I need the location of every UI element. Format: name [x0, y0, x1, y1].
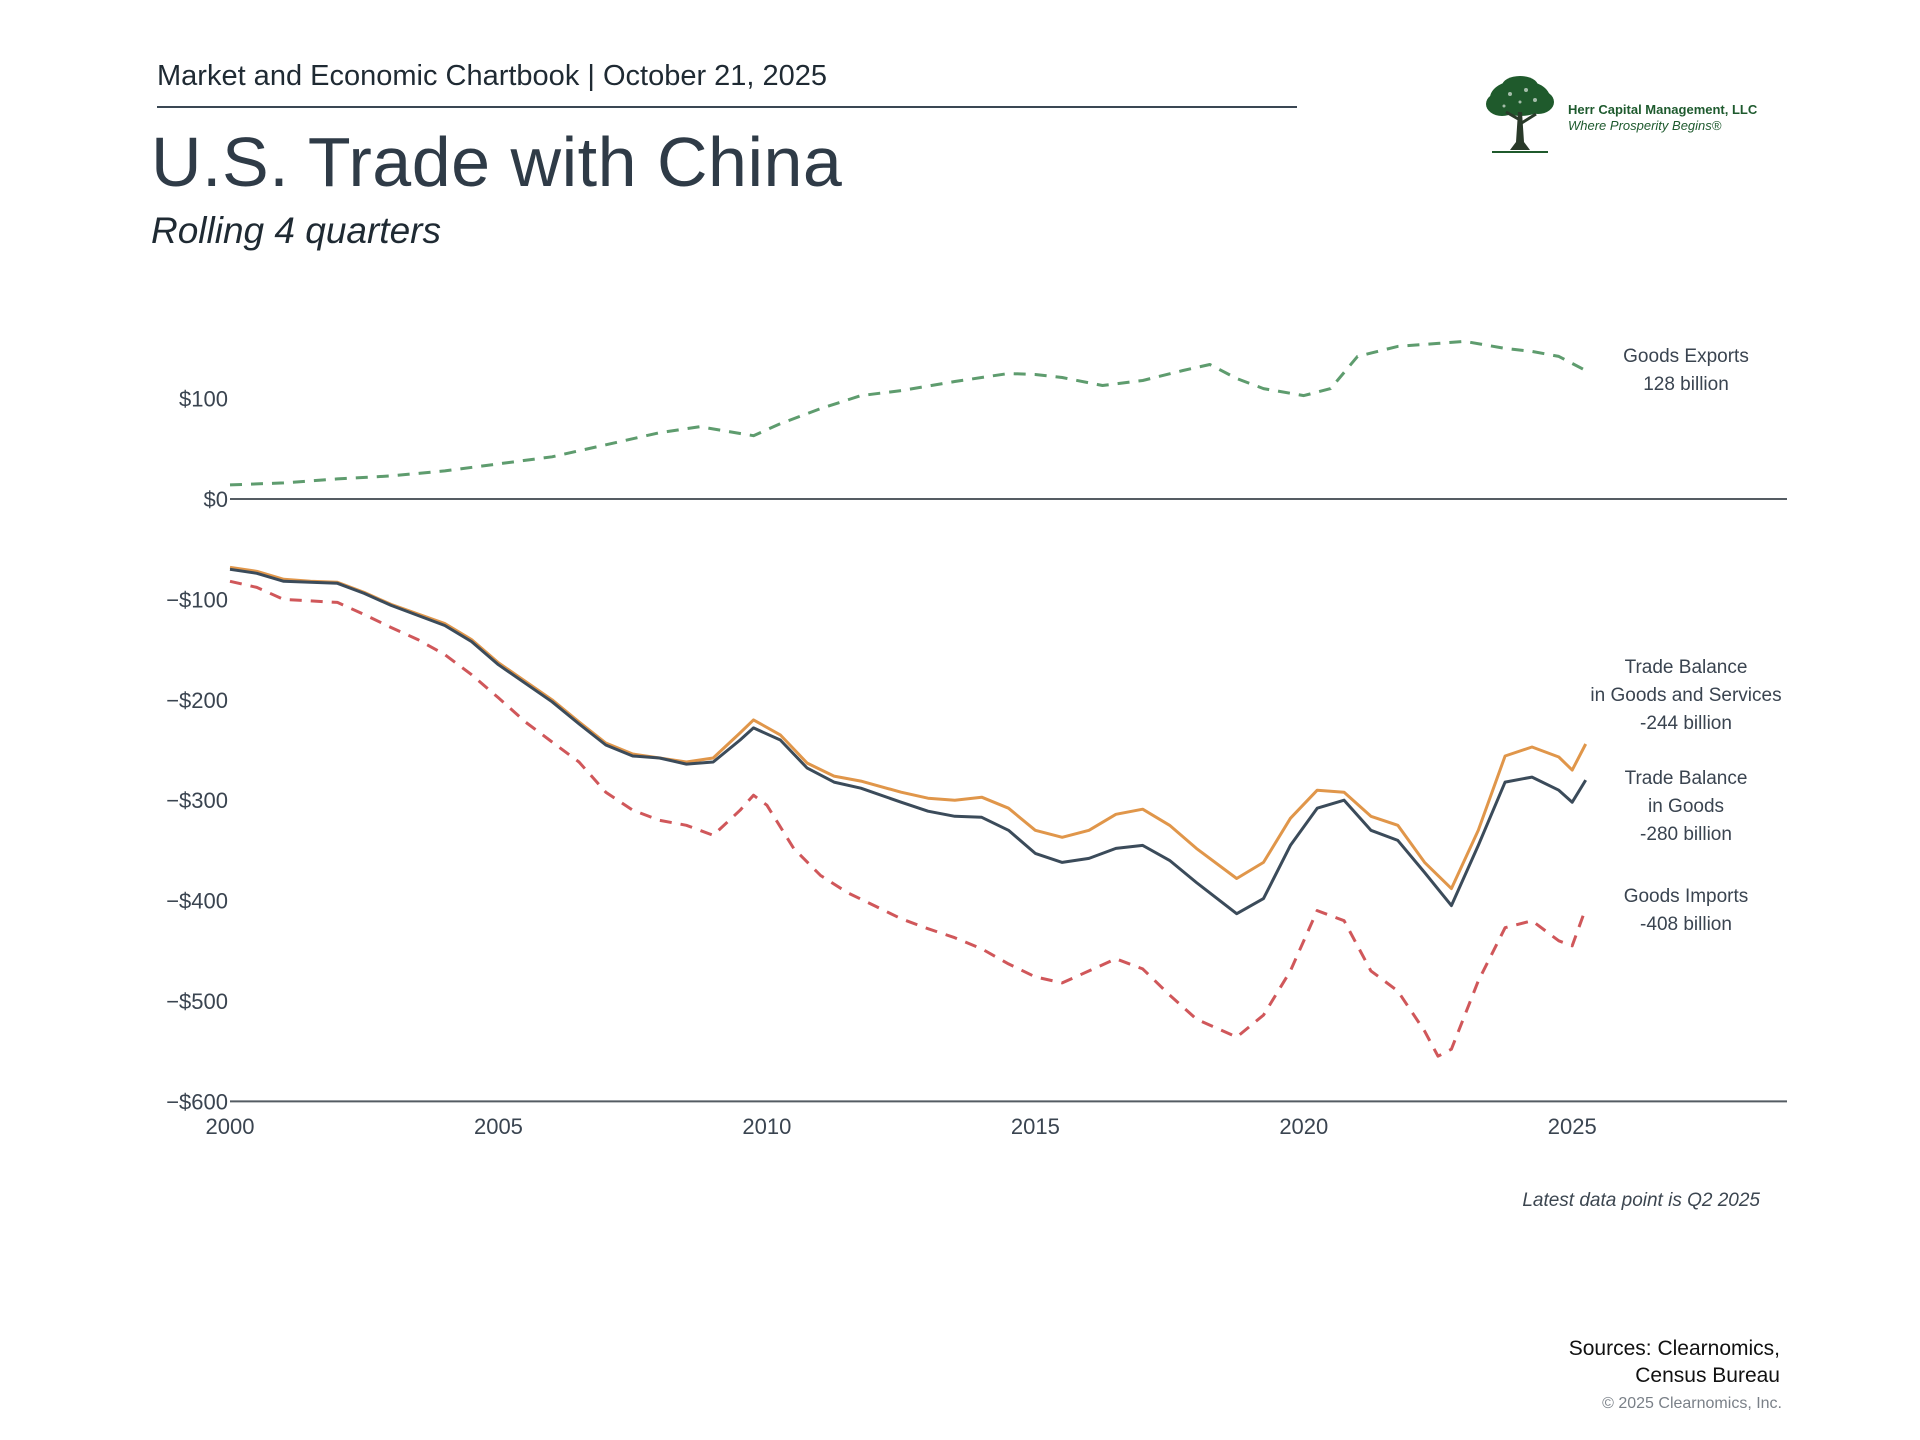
y-tick-label: −$300: [166, 788, 228, 813]
series-label-balance_goods_services: Trade Balance: [1625, 657, 1748, 678]
header-divider: [157, 106, 1297, 108]
x-tick-label: 2025: [1548, 1114, 1597, 1139]
tree-icon: [1486, 76, 1554, 153]
series-label-balance_goods: in Goods: [1648, 796, 1724, 817]
y-tick-label: $100: [179, 387, 228, 412]
x-tick-label: 2005: [474, 1114, 523, 1139]
series-label-balance_goods: Trade Balance: [1625, 768, 1748, 789]
chartbook-header: Market and Economic Chartbook | October …: [157, 60, 828, 92]
x-tick-label: 2015: [1011, 1114, 1060, 1139]
series-line-balance_goods_services: [229, 565, 1588, 891]
series-label-exports: Goods Exports: [1623, 346, 1749, 367]
company-logo: Herr Capital Management, LLC Where Prosp…: [1480, 72, 1780, 162]
sources-line-2: Census Bureau: [1635, 1364, 1780, 1387]
y-tick-label: −$600: [166, 1089, 228, 1114]
logo-company-name: Herr Capital Management, LLC: [1568, 102, 1758, 117]
y-tick-label: $0: [204, 487, 228, 512]
chart-subtitle: Rolling 4 quarters: [151, 210, 441, 251]
copyright: © 2025 Clearnomics, Inc.: [1602, 1395, 1782, 1412]
series-line-exports: [229, 339, 1587, 487]
series-label-exports: 128 billion: [1643, 374, 1729, 395]
series-label-balance_goods_services: in Goods and Services: [1590, 685, 1781, 706]
chart-title: U.S. Trade with China: [151, 123, 843, 201]
sources: Sources: Clearnomics, Census Bureau: [1380, 1335, 1780, 1389]
series-label-balance_goods_services: -244 billion: [1640, 713, 1732, 734]
x-tick-label: 2010: [742, 1114, 791, 1139]
y-tick-label: −$500: [166, 989, 228, 1014]
latest-data-note: Latest data point is Q2 2025: [1522, 1190, 1760, 1211]
series-label-balance_goods: -280 billion: [1640, 824, 1732, 845]
series-label-imports: Goods Imports: [1624, 886, 1749, 907]
series-label-imports: -408 billion: [1640, 914, 1732, 935]
x-tick-label: 2000: [206, 1114, 255, 1139]
y-tick-label: −$100: [166, 587, 228, 612]
series-line-balance_goods: [229, 567, 1587, 916]
x-tick-label: 2020: [1279, 1114, 1328, 1139]
logo-tagline: Where Prosperity Begins®: [1568, 118, 1722, 133]
y-tick-label: −$400: [166, 889, 228, 914]
y-tick-label: −$200: [166, 688, 228, 713]
sources-line-1: Sources: Clearnomics,: [1568, 1337, 1780, 1360]
series-line-imports: [229, 579, 1588, 1058]
